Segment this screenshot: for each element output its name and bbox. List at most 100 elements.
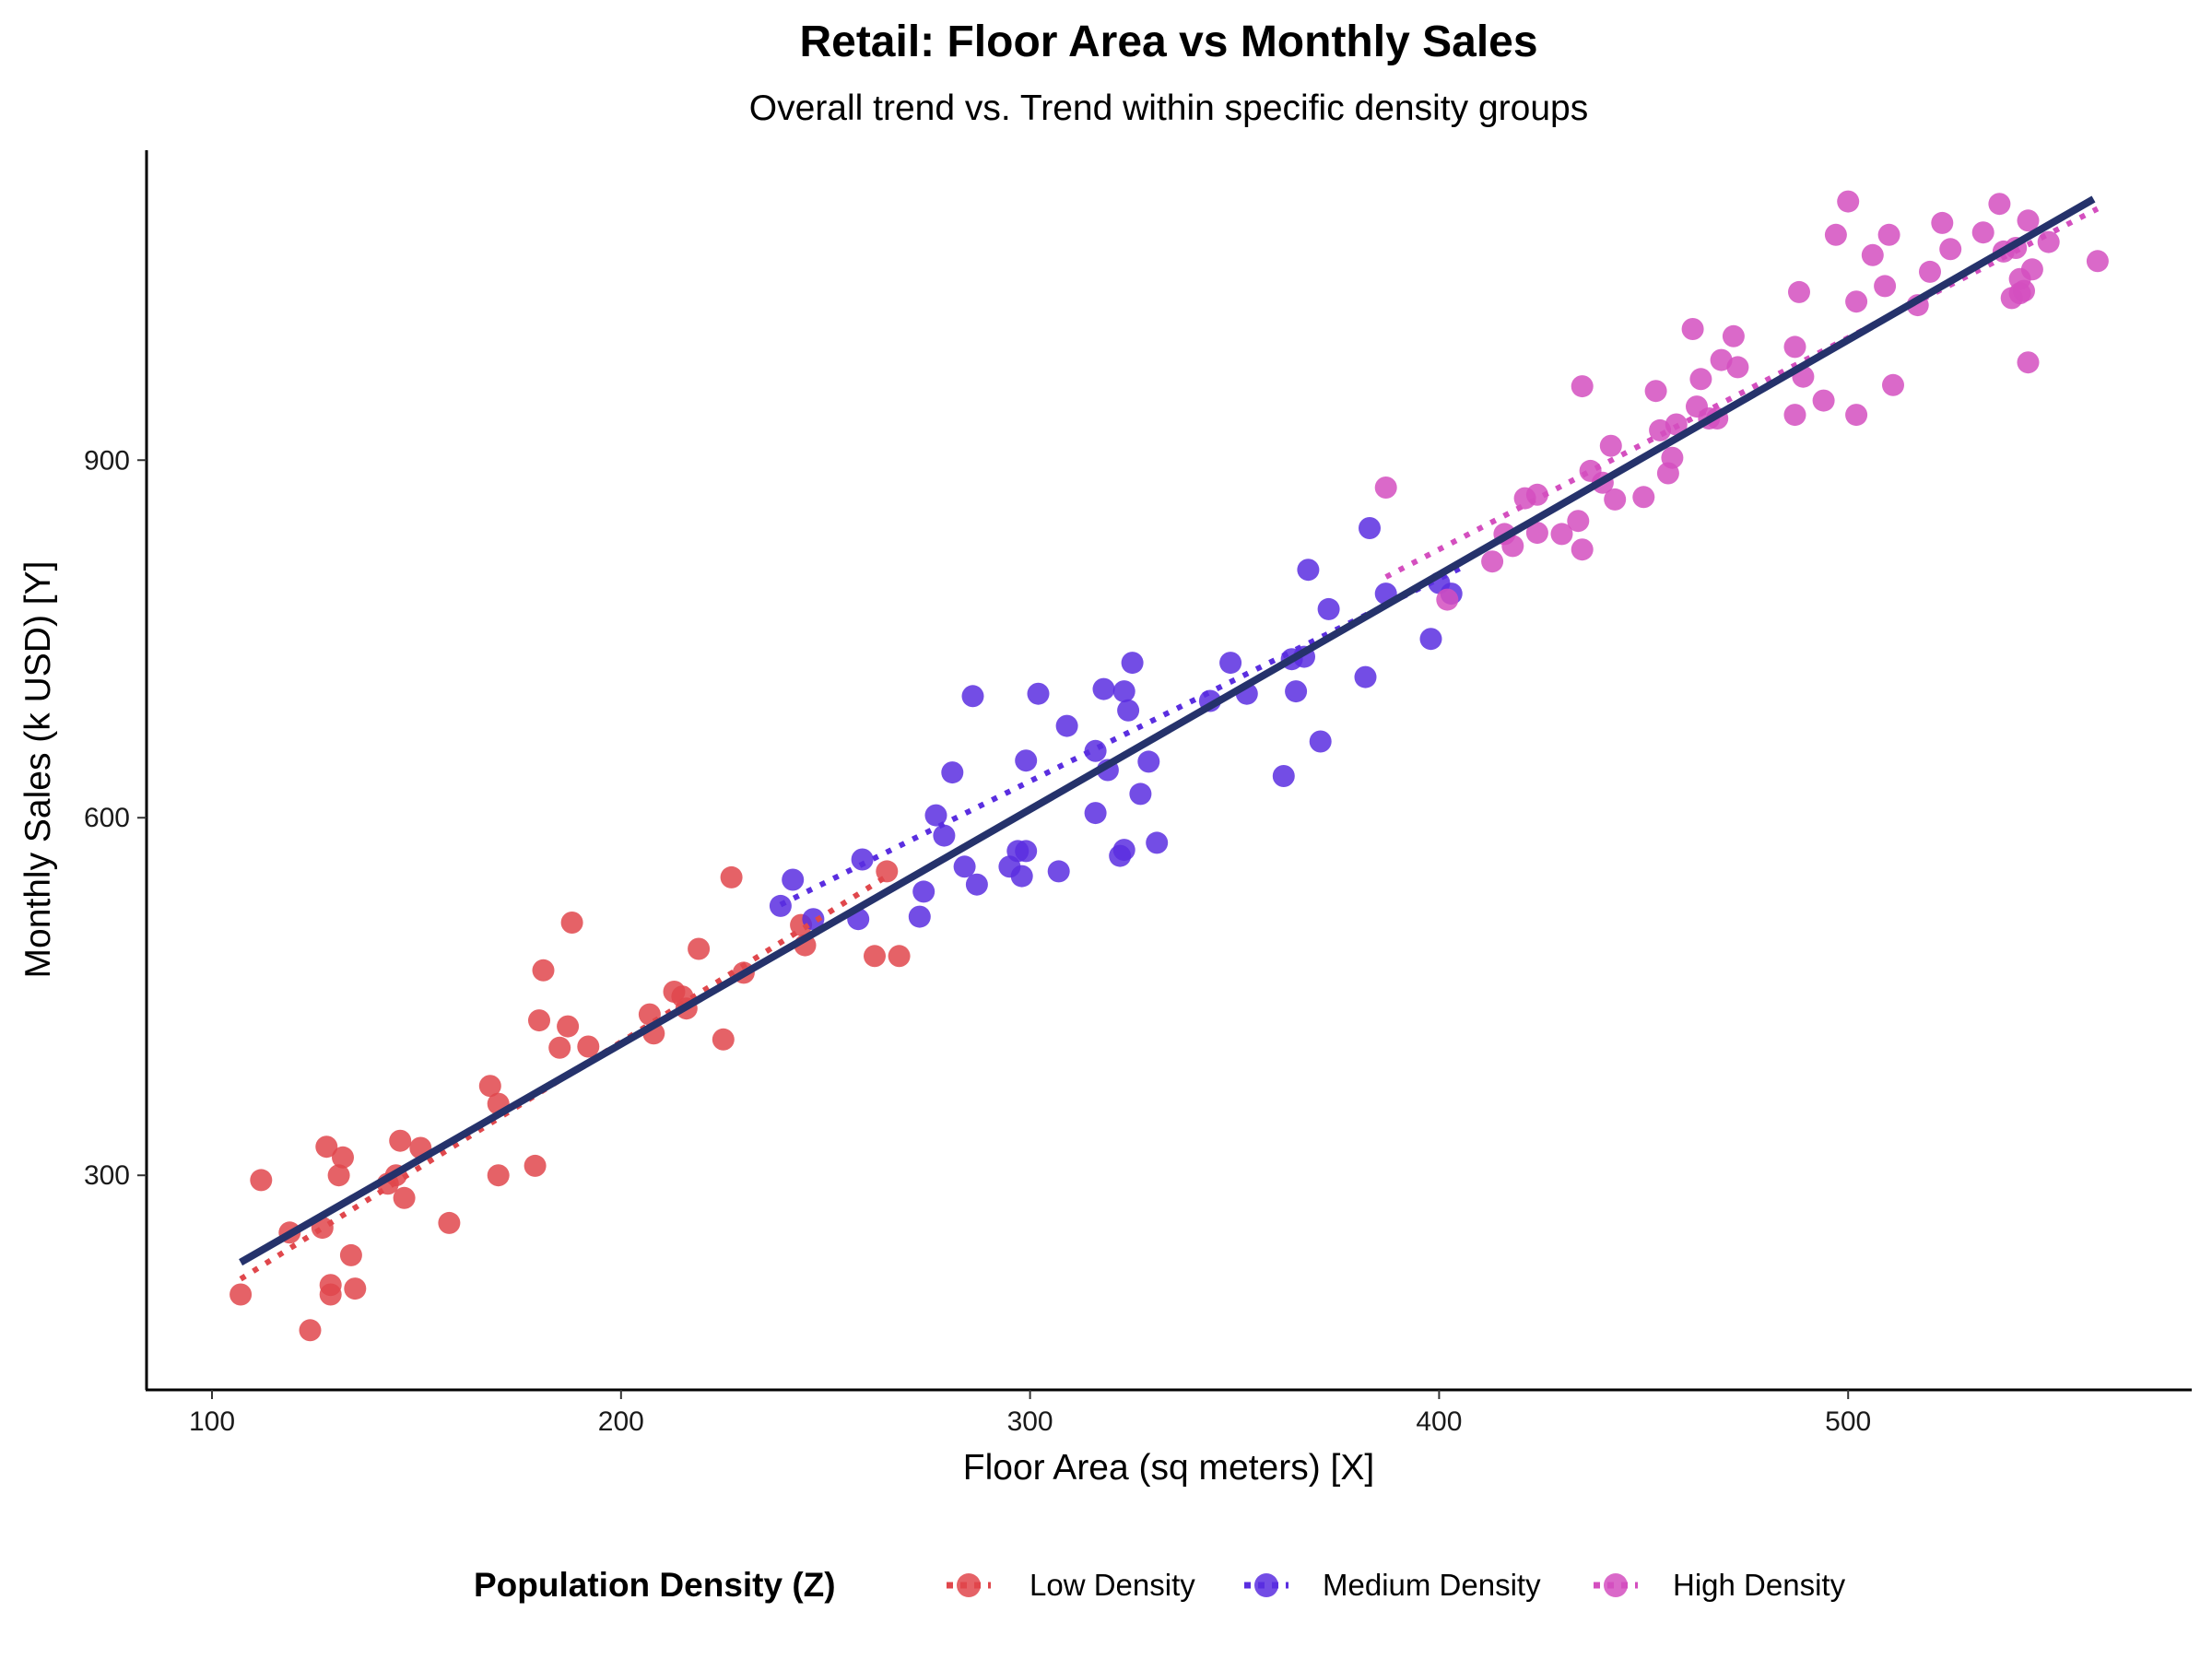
y-axis-title: Monthly Sales (k USD) [Y] — [18, 561, 58, 979]
legend-item-medium-density: Medium Density — [1244, 1568, 1541, 1602]
data-point — [1783, 404, 1806, 427]
data-point — [1317, 597, 1340, 620]
data-point — [1084, 802, 1107, 825]
data-point — [560, 912, 583, 934]
data-point — [1604, 488, 1627, 511]
data-point — [953, 855, 976, 878]
y-tick-label: 900 — [84, 445, 130, 476]
series-medium-density — [769, 517, 1463, 931]
data-point — [344, 1277, 367, 1300]
data-point — [438, 1211, 461, 1234]
data-point — [1845, 404, 1868, 427]
y-tick-label: 600 — [84, 803, 130, 833]
data-point — [1988, 193, 2011, 216]
legend-item-high-density: High Density — [1594, 1568, 1846, 1602]
legend-key-point-low-density — [957, 1573, 981, 1597]
data-point — [1137, 750, 1160, 773]
data-point — [1285, 680, 1308, 703]
data-point — [548, 1036, 571, 1059]
data-point — [339, 1243, 362, 1266]
data-point — [1632, 486, 1655, 509]
data-point — [1783, 335, 1806, 359]
chart-subtitle: Overall trend vs. Trend within specific … — [749, 88, 1588, 128]
legend-label-medium-density: Medium Density — [1323, 1568, 1541, 1602]
data-point — [961, 685, 984, 708]
data-point — [888, 945, 911, 968]
data-point — [2013, 279, 2035, 302]
data-point — [864, 945, 886, 968]
legend-item-low-density: Low Density — [947, 1568, 1195, 1602]
data-point — [1112, 680, 1135, 703]
data-point — [319, 1274, 342, 1297]
data-point — [1359, 517, 1381, 539]
y-axis-ticks: 300 600 900 — [84, 445, 147, 1191]
x-tick-label: 300 — [1007, 1406, 1053, 1437]
x-tick-label: 100 — [189, 1406, 235, 1437]
data-point — [1121, 652, 1144, 675]
data-point — [933, 824, 956, 847]
trend-line-low-density — [239, 871, 893, 1282]
data-point — [1112, 839, 1135, 862]
data-point — [851, 848, 874, 871]
data-point — [1055, 714, 1078, 737]
legend-label-high-density: High Density — [1673, 1568, 1846, 1602]
data-point — [1939, 238, 1962, 261]
data-point — [1015, 840, 1038, 863]
data-point — [1419, 628, 1442, 651]
x-tick-label: 400 — [1416, 1406, 1462, 1437]
data-point — [1882, 373, 1904, 396]
legend-title: Population Density (Z) — [474, 1566, 836, 1604]
data-point — [720, 865, 743, 888]
data-point — [1219, 652, 1242, 675]
data-point — [1567, 510, 1590, 533]
data-point — [1015, 749, 1038, 772]
data-point — [1027, 682, 1050, 705]
data-point — [1812, 389, 1835, 412]
plot-marks — [229, 190, 2109, 1342]
data-point — [250, 1169, 273, 1192]
data-point — [532, 959, 555, 982]
data-point — [1661, 446, 1684, 469]
data-point — [1550, 523, 1573, 546]
data-point — [1689, 368, 1712, 391]
data-point — [1374, 477, 1397, 499]
data-point — [1571, 375, 1594, 398]
data-point — [1010, 865, 1033, 888]
x-axis-ticks: 100 200 300 400 500 — [189, 1390, 1871, 1437]
data-point — [2020, 258, 2043, 281]
data-point — [2017, 209, 2040, 232]
data-point — [1931, 211, 1954, 234]
data-point — [1837, 190, 1860, 213]
data-point — [1525, 522, 1548, 545]
data-point — [1436, 588, 1459, 611]
data-point — [2017, 351, 2040, 374]
data-point — [912, 880, 935, 903]
data-point — [712, 1028, 735, 1051]
data-point — [1354, 665, 1377, 688]
data-point — [299, 1319, 322, 1342]
legend-label-low-density: Low Density — [1030, 1568, 1195, 1602]
x-axis-title: Floor Area (sq meters) [X] — [963, 1448, 1374, 1488]
y-tick-label: 300 — [84, 1160, 130, 1191]
data-point — [577, 1035, 600, 1058]
data-point — [941, 761, 964, 784]
data-point — [1117, 699, 1140, 722]
data-point — [1726, 356, 1749, 379]
data-point — [1877, 223, 1900, 246]
data-point — [1599, 434, 1622, 457]
data-point — [1297, 559, 1320, 582]
data-point — [769, 894, 792, 917]
data-point — [1047, 860, 1070, 883]
data-point — [1146, 831, 1169, 854]
data-point — [924, 804, 947, 827]
data-point — [389, 1129, 412, 1152]
data-point — [1824, 223, 1847, 246]
data-point — [965, 873, 988, 896]
data-point — [1971, 221, 1994, 244]
data-point — [1861, 243, 1884, 266]
x-tick-label: 500 — [1825, 1406, 1871, 1437]
data-point — [1129, 782, 1152, 806]
data-point — [908, 905, 931, 928]
data-point — [327, 1164, 350, 1187]
